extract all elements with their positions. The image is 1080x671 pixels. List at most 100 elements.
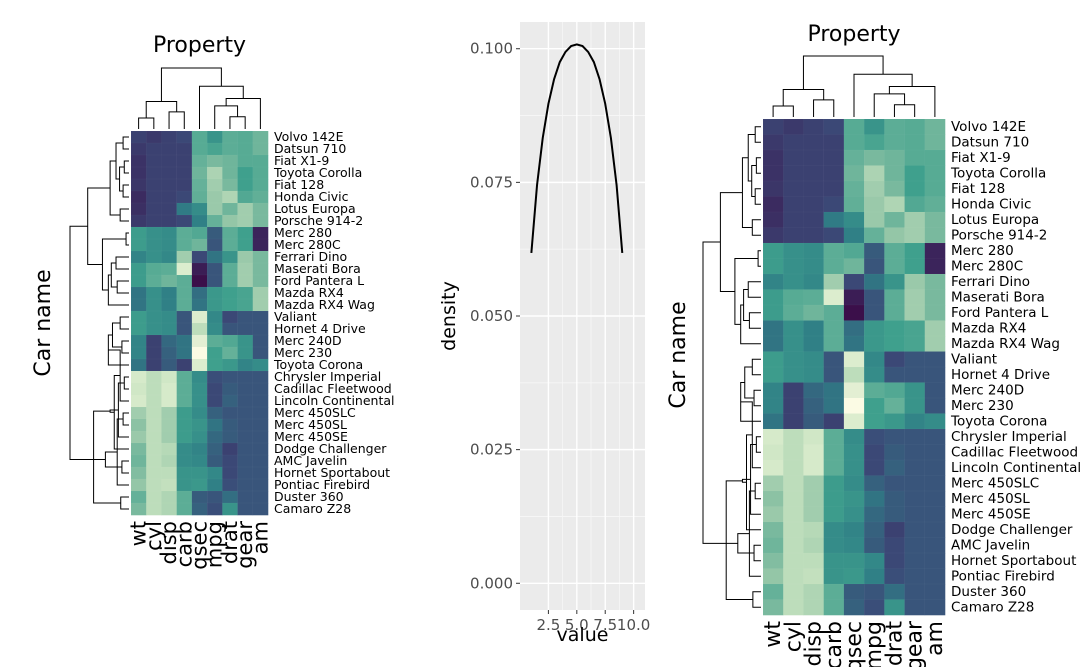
hm1-cell	[176, 202, 193, 216]
hm1-cell	[222, 226, 239, 240]
hm2-cell	[783, 413, 804, 430]
hm1-cell	[206, 322, 223, 336]
hm2-row-dendrogram	[719, 192, 743, 292]
hm1-cell	[146, 406, 162, 420]
hm2-cell	[924, 149, 946, 166]
hm1-cell	[130, 202, 147, 216]
hm2-cell	[762, 320, 784, 337]
hm2-cell	[884, 583, 906, 600]
hm2-col-dendrogram	[888, 86, 936, 117]
hm2-cell	[783, 537, 804, 554]
hm2-cell	[863, 428, 885, 445]
hm1-cell	[161, 334, 178, 348]
hm2-cell	[803, 227, 825, 244]
hm1-cell	[206, 394, 223, 408]
hm1-row-label: Lincoln Continental	[274, 393, 395, 408]
hm1-cell	[130, 346, 147, 360]
hm2-row-label: Duster 360	[951, 584, 1026, 600]
hm2-cell	[762, 211, 784, 228]
hm2-cell	[762, 475, 784, 492]
hm2-cell	[904, 351, 926, 368]
hm2-cell	[863, 242, 885, 259]
hm2-cell	[904, 506, 926, 523]
hm1-cell	[146, 286, 162, 300]
hm2-row-dendrogram	[734, 258, 759, 325]
hm1-cell	[252, 130, 269, 144]
hm1-cell	[206, 310, 223, 324]
hm1-cell	[161, 226, 178, 240]
hm2-row-label: Valiant	[951, 351, 997, 367]
hm2-row-dendrogram	[748, 312, 761, 329]
hm2-col-label: qsec	[842, 621, 867, 667]
hm1-cell	[130, 274, 147, 288]
hm2-cell	[904, 552, 926, 569]
hm2-cell	[783, 490, 804, 507]
hm1-row-label: Honda Civic	[274, 189, 349, 204]
hm1-col-dendrogram	[214, 105, 239, 129]
hm1-cell	[176, 226, 193, 240]
hm2-cell	[843, 413, 865, 430]
hm1-col-dendrogram	[199, 85, 244, 129]
hm2-cell	[783, 273, 804, 290]
hm1-cell	[237, 346, 254, 360]
hm2-cell	[803, 242, 825, 259]
hm1-cell	[130, 190, 147, 204]
hm2-cell	[904, 227, 926, 244]
hm1-cell	[252, 454, 269, 468]
hm2-cell	[863, 149, 885, 166]
hm2-cell	[803, 211, 825, 228]
hm2-row-label: Ferrari Dino	[951, 274, 1030, 290]
hm2-cell	[783, 289, 804, 306]
hm2-cell	[884, 242, 906, 259]
hm1-cell	[191, 322, 208, 336]
hm2-cell	[803, 258, 825, 275]
hm1-cell	[206, 478, 223, 492]
hm2-cell	[863, 289, 885, 306]
hm1-cell	[176, 466, 193, 480]
hm1-row-dendrogram	[69, 225, 106, 460]
hm1-row-label: Chrysler Imperial	[274, 369, 381, 384]
hm1-cell	[206, 178, 223, 192]
hm2-cell	[884, 490, 906, 507]
hm2-col-label: mpg	[862, 621, 887, 667]
hm1-cell	[237, 322, 254, 336]
hm1-cell	[191, 250, 208, 264]
hm2-cell	[863, 475, 885, 492]
hm2-cell	[863, 258, 885, 275]
hm2-row-label: Mazda RX4 Wag	[951, 336, 1060, 352]
hm2-row-dendrogram	[755, 157, 761, 174]
hm2-cell	[843, 273, 865, 290]
hm2-cell	[904, 521, 926, 538]
hm1-cell	[237, 130, 254, 144]
hm1-cell	[237, 442, 254, 456]
hm1-row-label: Fiat 128	[274, 177, 324, 192]
hm1-cell	[237, 286, 254, 300]
hm2-cell	[904, 289, 926, 306]
hm1-cell	[191, 166, 208, 180]
hm2-row-dendrogram	[754, 482, 761, 500]
hm2-cell	[762, 335, 784, 352]
hm1-row-label: Lotus Europa	[274, 201, 356, 216]
hm1-cell	[191, 190, 208, 204]
hm2-cell	[783, 304, 804, 321]
hm1-cell	[176, 382, 193, 396]
hm2-cell	[762, 428, 784, 445]
hm2-cell	[823, 444, 845, 461]
hm1-cell	[176, 478, 193, 492]
hm2-row-label: Mazda RX4	[951, 320, 1026, 336]
hm1-cell	[176, 214, 193, 228]
hm2-cell	[843, 599, 865, 616]
hm2-row-dendrogram	[753, 544, 761, 562]
hm1-row-label: Merc 230	[274, 345, 332, 360]
hm2-cell	[783, 599, 804, 616]
hm2-cell	[863, 599, 885, 616]
y-tick-label: 0.100	[470, 40, 513, 58]
hm1-cell	[206, 418, 223, 432]
hm1-cell	[176, 142, 193, 156]
hm1-row-dendrogram	[125, 232, 129, 246]
hm2-row-label: Hornet 4 Drive	[951, 367, 1050, 383]
hm1-row-label: Porsche 914-2	[274, 213, 363, 228]
hm2-cell	[783, 568, 804, 585]
